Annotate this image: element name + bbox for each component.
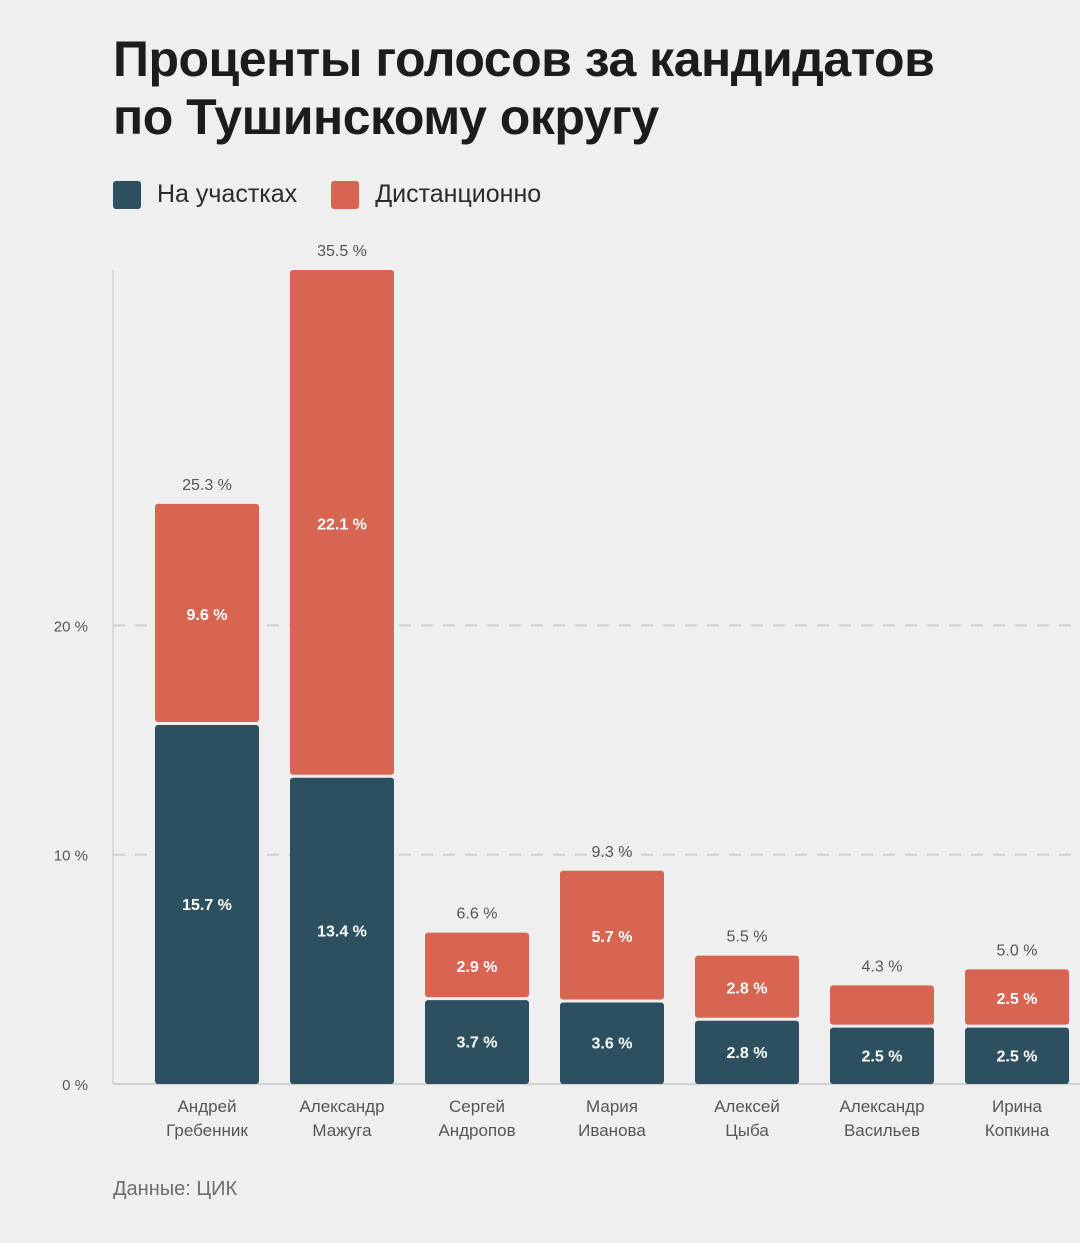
x-category-label: Андрей [177,1097,236,1116]
bar-label-onsite: 3.6 % [592,1036,633,1053]
x-category-label: Гребенник [166,1121,248,1140]
x-category-label: Алексей [714,1097,780,1116]
data-source: Данные: ЦИК [113,1178,238,1200]
bar-onsite [560,1002,664,1084]
bar-remote [830,985,934,1025]
bar-label-onsite: 2.8 % [727,1045,768,1062]
bar-label-remote: 2.8 % [727,981,768,998]
x-category-label: Иванова [578,1121,646,1140]
bar-label-remote: 5.7 % [592,929,633,946]
x-category-label: Александр [299,1097,384,1116]
x-category-label: Мария [586,1097,638,1116]
bar-total-label: 5.5 % [727,929,768,946]
chart-title: Проценты голосов за кандидатов по Тушинс… [113,30,1033,146]
bar-onsite [965,1027,1069,1084]
bar-onsite [155,725,259,1084]
title-line-1: Проценты голосов за кандидатов [113,31,935,87]
bar-label-onsite: 15.7 % [182,897,232,914]
bar-remote [695,955,799,1018]
bar-total-label: 6.6 % [457,906,498,923]
legend-label-remote: Дистанционно [375,180,542,208]
x-category-label: Ирина [992,1097,1043,1116]
bar-total-label: 25.3 % [182,477,232,494]
x-category-label: Александр [839,1097,924,1116]
y-tick-label: 20 % [54,618,88,635]
bar-onsite [695,1020,799,1084]
bar-remote [290,270,394,775]
bar-label-onsite: 2.5 % [862,1048,903,1065]
legend: На участках Дистанционно [113,180,575,209]
x-category-label: Сергей [449,1097,505,1116]
bar-label-remote: 9.6 % [187,607,228,624]
legend-swatch-remote [331,180,360,209]
bar-remote [965,969,1069,1025]
bar-label-onsite: 3.7 % [457,1035,498,1052]
bar-total-label: 35.5 % [317,243,367,260]
bar-total-label: 9.3 % [592,844,633,861]
legend-swatch-onsite [113,180,141,209]
bar-onsite [830,1027,934,1084]
bar-label-onsite: 2.5 % [997,1048,1038,1065]
y-tick-label: 0 % [62,1077,88,1094]
legend-item-onsite: На участках [113,180,297,209]
bar-label-remote: 22.1 % [317,516,367,533]
legend-label-onsite: На участках [157,180,298,208]
bar-label-remote: 2.5 % [997,991,1038,1008]
bar-total-label: 4.3 % [862,958,903,975]
x-category-label: Васильев [844,1121,920,1140]
legend-item-remote: Дистанционно [331,180,541,209]
title-line-2: по Тушинскому округу [113,89,659,145]
bar-remote [425,932,529,998]
x-category-label: Мажуга [312,1121,372,1140]
bar-remote [560,870,664,1000]
bar-remote [155,503,259,723]
bar-onsite [290,777,394,1084]
y-tick-label: 10 % [54,848,88,865]
x-category-label: Цыба [725,1121,769,1140]
bar-label-remote: 2.9 % [457,959,498,976]
x-category-label: Андропов [438,1121,515,1140]
bar-label-onsite: 13.4 % [317,923,367,940]
bar-onsite [425,1000,529,1084]
x-category-label: Копкина [985,1121,1050,1140]
bar-total-label: 5.0 % [997,942,1038,959]
